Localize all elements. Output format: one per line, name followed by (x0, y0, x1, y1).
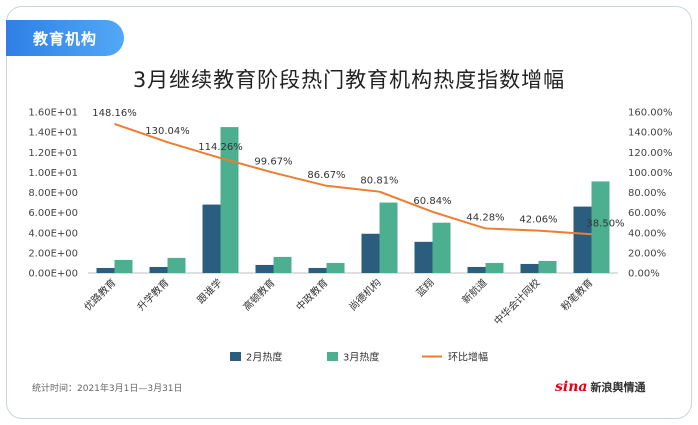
legend-label: 环比增幅 (448, 351, 488, 364)
x-tick-label: 新航道 (459, 276, 489, 306)
y-right-tick-label: 60.00% (628, 208, 666, 219)
data-label: 60.84% (413, 196, 451, 207)
x-tick-label: 跟谁学 (194, 276, 224, 306)
y-left-tick-label: 8.00E+00 (28, 188, 78, 199)
y-right-tick-label: 40.00% (628, 228, 666, 239)
data-label: 44.28% (466, 212, 504, 223)
data-label: 86.67% (307, 170, 345, 181)
bar-feb (361, 233, 380, 273)
bar-mar (485, 262, 504, 273)
legend-label: 3月热度 (343, 351, 379, 364)
bar-mar (432, 222, 451, 273)
bar-feb (414, 241, 433, 273)
legend-swatch (230, 352, 241, 361)
y-right-tick-label: 140.00% (628, 128, 673, 139)
bar-mar (591, 181, 610, 273)
data-label: 38.50% (586, 218, 624, 229)
x-tick-label: 蓝翔 (413, 276, 436, 299)
y-left-tick-label: 1.20E+01 (28, 148, 78, 159)
x-tick-label: 升学教育 (134, 276, 171, 313)
section-tab: 教育机构 (6, 20, 124, 56)
bar-feb (255, 264, 274, 273)
y-left-tick-label: 1.40E+01 (28, 128, 78, 139)
bar-mar (379, 202, 398, 273)
data-label: 148.16% (92, 108, 137, 119)
bar-feb (149, 266, 168, 273)
legend-label: 2月热度 (246, 351, 282, 364)
bar-mar (273, 256, 292, 273)
y-right-tick-label: 120.00% (628, 148, 673, 159)
bar-mar (326, 262, 345, 273)
y-right-tick-label: 20.00% (628, 248, 666, 259)
y-left-tick-label: 6.00E+00 (28, 208, 78, 219)
y-left-tick-label: 4.00E+00 (28, 228, 78, 239)
x-tick-label: 优路教育 (81, 276, 118, 313)
y-right-tick-label: 100.00% (628, 168, 673, 179)
y-left-tick-label: 1.60E+01 (28, 108, 78, 119)
bar-mar (538, 260, 557, 273)
x-tick-label: 高顿教育 (240, 276, 277, 313)
data-label: 114.26% (198, 142, 243, 153)
bar-feb (202, 204, 221, 273)
chart-title: 3月继续教育阶段热门教育机构热度指数增幅 (132, 68, 566, 92)
growth-line (114, 122, 592, 236)
source-note: 统计时间：2021年3月1日—3月31日 (32, 384, 183, 394)
data-label: 130.04% (145, 126, 190, 137)
y-left-tick-label: 0.00E+00 (28, 269, 78, 280)
x-tick-label: 粉笔教育 (558, 276, 595, 313)
logo: sina 新浪舆情通 (555, 379, 645, 395)
y-right-tick-label: 0.00% (628, 269, 660, 280)
y-left-tick-label: 2.00E+00 (28, 248, 78, 259)
bar-feb (573, 206, 592, 273)
bar-feb (467, 266, 486, 273)
data-label: 42.06% (519, 215, 557, 226)
x-tick-label: 中华会计网校 (491, 276, 543, 328)
y-right-tick-label: 160.00% (628, 108, 673, 119)
bar-feb (308, 267, 327, 273)
legend-swatch (327, 352, 338, 361)
x-tick-label: 尚德机构 (346, 276, 383, 313)
bar-mar (220, 127, 239, 273)
x-tick-label: 中政教育 (293, 276, 330, 313)
data-label: 80.81% (360, 176, 398, 187)
y-right-tick-label: 80.00% (628, 188, 666, 199)
data-label: 99.67% (254, 157, 292, 168)
bar-mar (114, 259, 133, 273)
y-left-tick-label: 1.00E+01 (28, 168, 78, 179)
logo-mark: sina (555, 379, 588, 395)
bar-feb (520, 263, 539, 273)
bar-mar (167, 257, 186, 273)
bar-feb (96, 267, 115, 273)
logo-text: 新浪舆情通 (590, 381, 646, 394)
